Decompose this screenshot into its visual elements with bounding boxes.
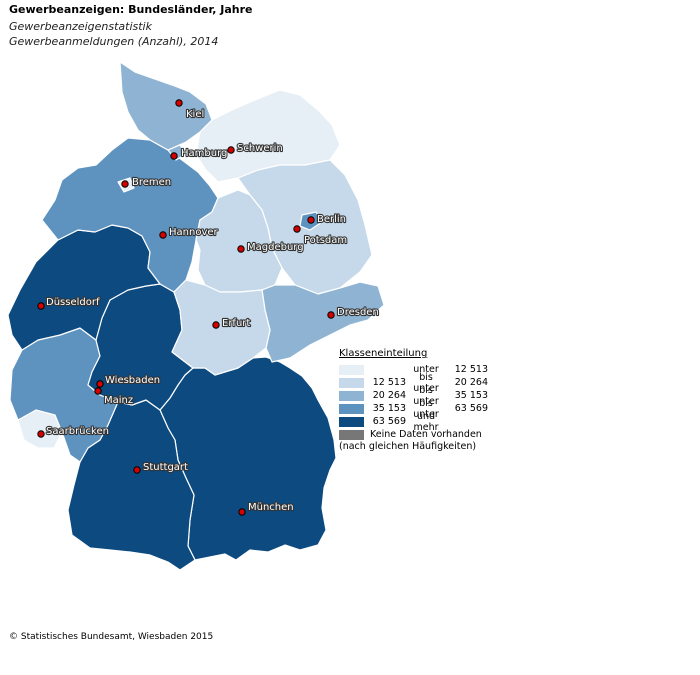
map-subtitle-statistic: Gewerbeanzeigenstatistik [9,20,152,33]
city-schwerin-marker[interactable] [227,146,235,154]
city-dresden-marker[interactable] [327,311,335,319]
legend-row-1: unter 12 513 [339,363,488,376]
city-mainz-label: Mainz [104,395,133,406]
city-schwerin[interactable]: Schwerin [227,142,284,155]
city-dresden-label: Dresden [337,307,379,318]
state-mecklenburg-vorpommern[interactable] [195,89,341,183]
legend-row-2-to: 20 264 [454,377,488,388]
legend-note: (nach gleichen Häufigkeiten) [339,441,477,452]
legend-row-2-op: bis unter [413,371,439,394]
city-muenchen-label: München [248,502,294,513]
city-kiel-marker[interactable] [175,99,183,107]
city-saarbruecken-marker[interactable] [37,430,45,438]
city-wiesbaden-marker[interactable] [96,380,104,388]
city-muenchen[interactable]: München [238,501,295,516]
city-hannover-label: Hannover [169,227,219,238]
legend-row-5-from: 63 569 [372,416,406,427]
city-erfurt-label: Erfurt [222,318,250,329]
map-subtitle-measure: Gewerbeanmeldungen (Anzahl), 2014 [9,35,219,48]
city-magdeburg-marker[interactable] [237,245,245,253]
legend-row-5: 63 569 und mehr [339,411,488,433]
city-duesseldorf[interactable]: Düsseldorf [37,296,101,310]
legend-row-4-op: bis unter [413,397,439,420]
city-mainz-marker[interactable] [94,387,102,395]
city-duesseldorf-marker[interactable] [37,302,45,310]
legend-swatch-5 [339,416,364,427]
legend-row-4: 35 153 bis unter 63 569 [339,398,488,420]
legend-nodata-text: Keine Daten vorhanden [370,429,482,440]
city-bremen-marker[interactable] [121,180,129,188]
state-thueringen[interactable] [171,279,271,376]
city-stuttgart-marker[interactable] [133,466,141,474]
legend-row-1-op: unter [413,364,439,375]
city-saarbruecken[interactable]: Saarbrücken [37,425,110,438]
city-wiesbaden[interactable]: Wiesbaden [96,374,161,388]
city-hannover-marker[interactable] [159,231,167,239]
map-title: Gewerbeanzeigen: Bundesländer, Jahre [9,3,253,16]
city-erfurt-marker[interactable] [212,321,220,329]
city-stuttgart-label: Stuttgart [143,462,188,473]
city-schwerin-label: Schwerin [237,143,283,154]
city-bremen[interactable]: Bremen [121,176,172,189]
legend-row-2: 12 513 bis unter 20 264 [339,372,488,394]
city-kiel-label: Kiel [186,109,204,120]
map-legend: Klasseneinteilung unter 12 513 12 513 bi… [339,348,488,452]
city-stuttgart[interactable]: Stuttgart [133,461,189,474]
city-hamburg[interactable]: Hamburg [170,147,228,160]
legend-row-3-to: 35 153 [454,390,488,401]
legend-row-2-from: 12 513 [372,377,406,388]
city-erfurt[interactable]: Erfurt [212,317,251,330]
city-berlin-marker[interactable] [307,216,315,224]
city-hannover[interactable]: Hannover [159,226,220,239]
legend-swatch-1 [339,364,364,375]
city-muenchen-marker[interactable] [238,508,246,516]
city-berlin[interactable]: Berlin [307,213,347,226]
city-wiesbaden-label: Wiesbaden [105,375,160,386]
state-baden-wuerttemberg[interactable] [67,399,196,571]
legend-swatch-2 [339,377,364,388]
city-potsdam-label: Potsdam [304,235,347,246]
legend-swatch-nodata [339,429,364,440]
city-dresden[interactable]: Dresden [327,306,380,319]
copyright-footer: © Statistisches Bundesamt, Wiesbaden 201… [9,632,214,642]
legend-row-4-to: 63 569 [454,403,488,414]
legend-row-1-to: 12 513 [454,364,488,375]
city-mainz[interactable]: Mainz [94,387,134,407]
city-potsdam[interactable]: Potsdam [293,225,348,247]
city-berlin-label: Berlin [317,214,346,225]
city-duesseldorf-label: Düsseldorf [46,297,100,308]
city-hamburg-marker[interactable] [170,152,178,160]
city-magdeburg-label: Magdeburg [247,242,304,253]
legend-row-5-op: und mehr [413,410,439,433]
city-saarbruecken-label: Saarbrücken [46,426,109,437]
city-bremen-label: Bremen [132,177,171,188]
legend-swatch-4 [339,403,364,414]
legend-row-3-op: bis unter [413,384,439,407]
city-magdeburg[interactable]: Magdeburg [237,241,305,254]
legend-row-3: 20 264 bis unter 35 153 [339,385,488,407]
legend-swatch-3 [339,390,364,401]
legend-row-3-from: 20 264 [372,390,406,401]
city-potsdam-marker[interactable] [293,225,301,233]
legend-row-4-from: 35 153 [372,403,406,414]
city-kiel[interactable]: Kiel [175,99,205,121]
city-hamburg-label: Hamburg [181,148,227,159]
state-schleswig-holstein[interactable] [119,61,213,151]
legend-row-nodata: Keine Daten vorhanden [339,428,488,441]
legend-title: Klasseneinteilung [339,348,428,359]
